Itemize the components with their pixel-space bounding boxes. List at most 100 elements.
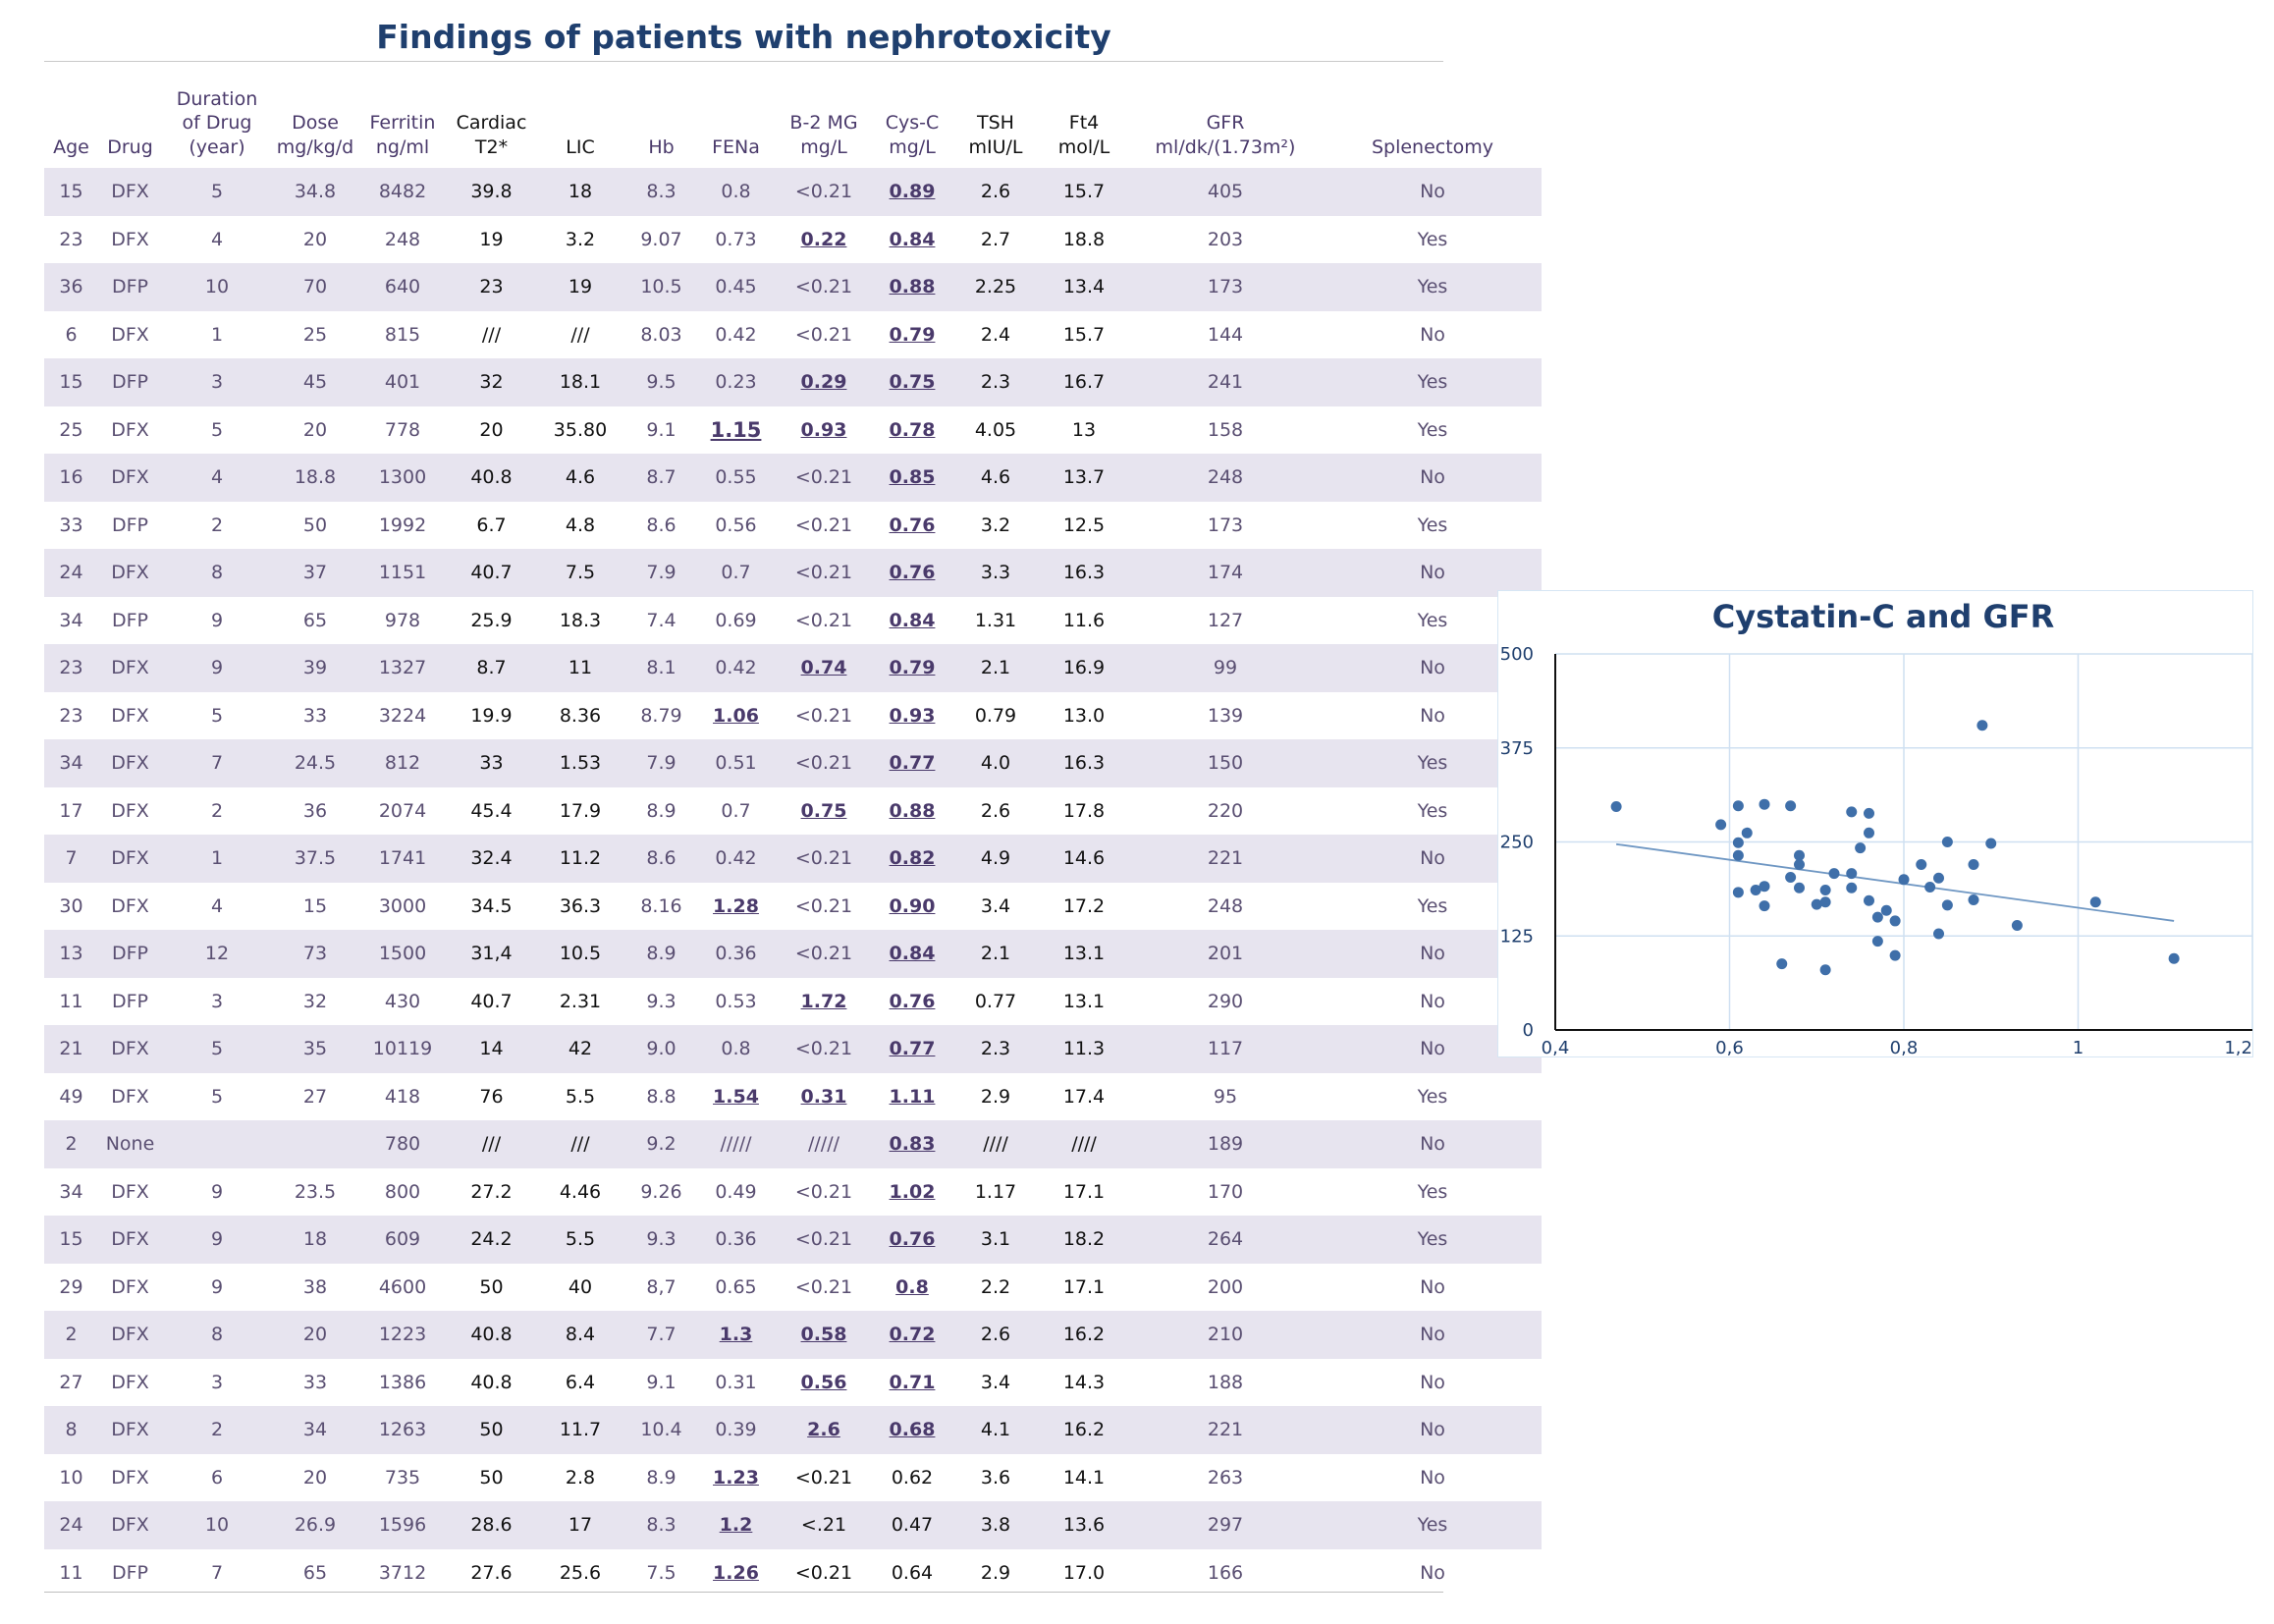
- y-tick-label: 0: [1523, 1020, 1534, 1041]
- cell-dose: 18.8: [272, 454, 358, 502]
- table-row: 11 DFP 7 65 3712 27.6 25.6 7.5 1.26 <0.21 0.64 2.9 1…: [44, 1549, 1542, 1597]
- table-row: 29 DFX 9 38 4600 50 40 8,7 0.65 <0.21 0.8 2.2 17.1 20…: [44, 1264, 1542, 1312]
- cell-b2mg: <0.21: [774, 168, 874, 216]
- cell-tsh: 4.6: [950, 454, 1041, 502]
- cell-gfr: 210: [1127, 1311, 1324, 1359]
- cell-dose: 73: [272, 930, 358, 978]
- cell-ft4: 17.1: [1062, 1275, 1106, 1298]
- header-fena: FENa: [712, 135, 760, 158]
- cell-ferritin: 1300: [358, 454, 447, 502]
- cell-b2mg: <0.21: [794, 1180, 853, 1203]
- cell-dose: 20: [302, 1466, 328, 1489]
- cell-drug: DFX: [111, 799, 149, 822]
- data-point: [1750, 885, 1761, 896]
- data-point: [1785, 872, 1797, 884]
- cell-splenectomy: Yes: [1417, 228, 1448, 250]
- cell-age: 25: [59, 418, 83, 441]
- cell-age: 23: [59, 228, 83, 250]
- cell-gfr: 173: [1207, 514, 1244, 536]
- data-point: [1916, 858, 1927, 870]
- cell-drug: DFX: [111, 1180, 149, 1203]
- data-point: [1846, 882, 1858, 893]
- cell-drug: DFX: [98, 644, 162, 692]
- cell-cysc: 0.84: [874, 930, 950, 978]
- cell-ft4: 14.3: [1062, 1371, 1106, 1393]
- table-row: 11 DFP 3 32 430 40.7 2.31 9.3 0.53 1.72 0.76 0.77 13…: [44, 978, 1542, 1026]
- cell-drug: DFX: [111, 323, 149, 346]
- data-point: [1933, 872, 1944, 884]
- cell-gfr: 139: [1207, 704, 1244, 727]
- cell-splenectomy: No: [1420, 990, 1445, 1012]
- cell-age: 23: [59, 704, 83, 727]
- cell-hb: 9.3: [646, 990, 677, 1012]
- cell-tsh: 2.3: [950, 1025, 1041, 1073]
- cell-lic: 3.2: [565, 228, 596, 250]
- cell-b2mg: <0.21: [794, 514, 853, 536]
- cell-drug: DFX: [98, 835, 162, 883]
- cell-hb: 8.16: [640, 894, 682, 917]
- cell-cysc: 0.82: [874, 835, 950, 883]
- table-row: 33 DFP 2 50 1992 6.7 4.8 8.6 0.56 <0.21 0.76 3.2 12.…: [44, 502, 1542, 550]
- cell-tsh: 4.05: [974, 418, 1017, 441]
- cell-gfr: 203: [1207, 228, 1244, 250]
- cell-ferritin: 3000: [378, 894, 427, 917]
- cell-gfr: 117: [1127, 1025, 1324, 1073]
- header-cysc: Cys-C mg/L: [885, 112, 940, 158]
- cell-splenectomy: No: [1324, 1120, 1542, 1168]
- cell-lic: 1.53: [536, 739, 624, 787]
- cell-tsh: 2.6: [980, 799, 1011, 822]
- cell-hb: 8.9: [646, 1466, 677, 1489]
- cell-hb: 8.9: [646, 799, 677, 822]
- cell-ferritin: 812: [358, 739, 447, 787]
- cell-dose: 34.8: [272, 168, 358, 216]
- table-row: 34 DFX 9 23.5 800 27.2 4.46 9.26 0.49 <0.21 1.02 1.…: [44, 1168, 1542, 1217]
- cell-cardiac-t2: 45.4: [470, 799, 513, 822]
- cell-ferritin: 1386: [378, 1371, 427, 1393]
- cell-splenectomy: Yes: [1417, 514, 1448, 536]
- cell-duration: 8: [162, 549, 272, 597]
- cell-b2mg: <0.21: [774, 454, 874, 502]
- cell-cysc: 0.93: [889, 704, 936, 727]
- data-point: [1785, 800, 1797, 812]
- cell-lic: 35.80: [553, 418, 608, 441]
- data-point: [1864, 807, 1874, 819]
- cell-cardiac-t2: 40.8: [447, 454, 536, 502]
- cell-fena: 0.42: [698, 644, 774, 692]
- cell-ferritin: 418: [384, 1085, 421, 1108]
- cell-duration: 5: [162, 168, 272, 216]
- data-point: [1794, 849, 1805, 861]
- cell-ft4: 11.6: [1062, 609, 1106, 631]
- cell-cysc: 0.68: [874, 1406, 950, 1454]
- cell-gfr: 221: [1127, 1406, 1324, 1454]
- cell-duration: 12: [162, 930, 272, 978]
- cell-cysc: 0.88: [889, 799, 936, 822]
- cell-dose: 50: [302, 514, 328, 536]
- cell-hb: 9.07: [640, 228, 682, 250]
- cell-gfr: 263: [1207, 1466, 1244, 1489]
- cell-duration: 10: [162, 1501, 272, 1549]
- cell-ferritin: 10119: [358, 1025, 447, 1073]
- cell-ferritin: 1151: [358, 549, 447, 597]
- cell-cardiac-t2: 32: [447, 358, 536, 406]
- cell-gfr: 174: [1127, 549, 1324, 597]
- cell-drug: DFX: [98, 1025, 162, 1073]
- cell-drug: DFX: [111, 228, 149, 250]
- data-point: [1819, 964, 1831, 976]
- cell-b2mg: 2.6: [774, 1406, 874, 1454]
- data-point: [1811, 898, 1822, 910]
- cell-b2mg: <0.21: [794, 704, 853, 727]
- cell-hb: 9.26: [640, 1180, 682, 1203]
- data-point: [1732, 800, 1744, 812]
- cell-ferritin: 640: [358, 263, 447, 311]
- cell-ferritin: 3224: [378, 704, 427, 727]
- findings-table: Age Drug Duration of Drug (year) Dose mg/kg…: [44, 77, 1542, 1597]
- cell-tsh: 2.9: [980, 1085, 1011, 1108]
- cell-fena: 0.73: [715, 228, 757, 250]
- cell-hb: 8.8: [646, 1085, 677, 1108]
- cell-cardiac-t2: 24.2: [447, 1216, 536, 1264]
- cell-fena: 0.23: [698, 358, 774, 406]
- cell-b2mg: 0.22: [800, 228, 847, 250]
- cell-hb: 9.2: [624, 1120, 698, 1168]
- cell-cardiac-t2: 27.2: [470, 1180, 513, 1203]
- cell-drug: DFX: [98, 454, 162, 502]
